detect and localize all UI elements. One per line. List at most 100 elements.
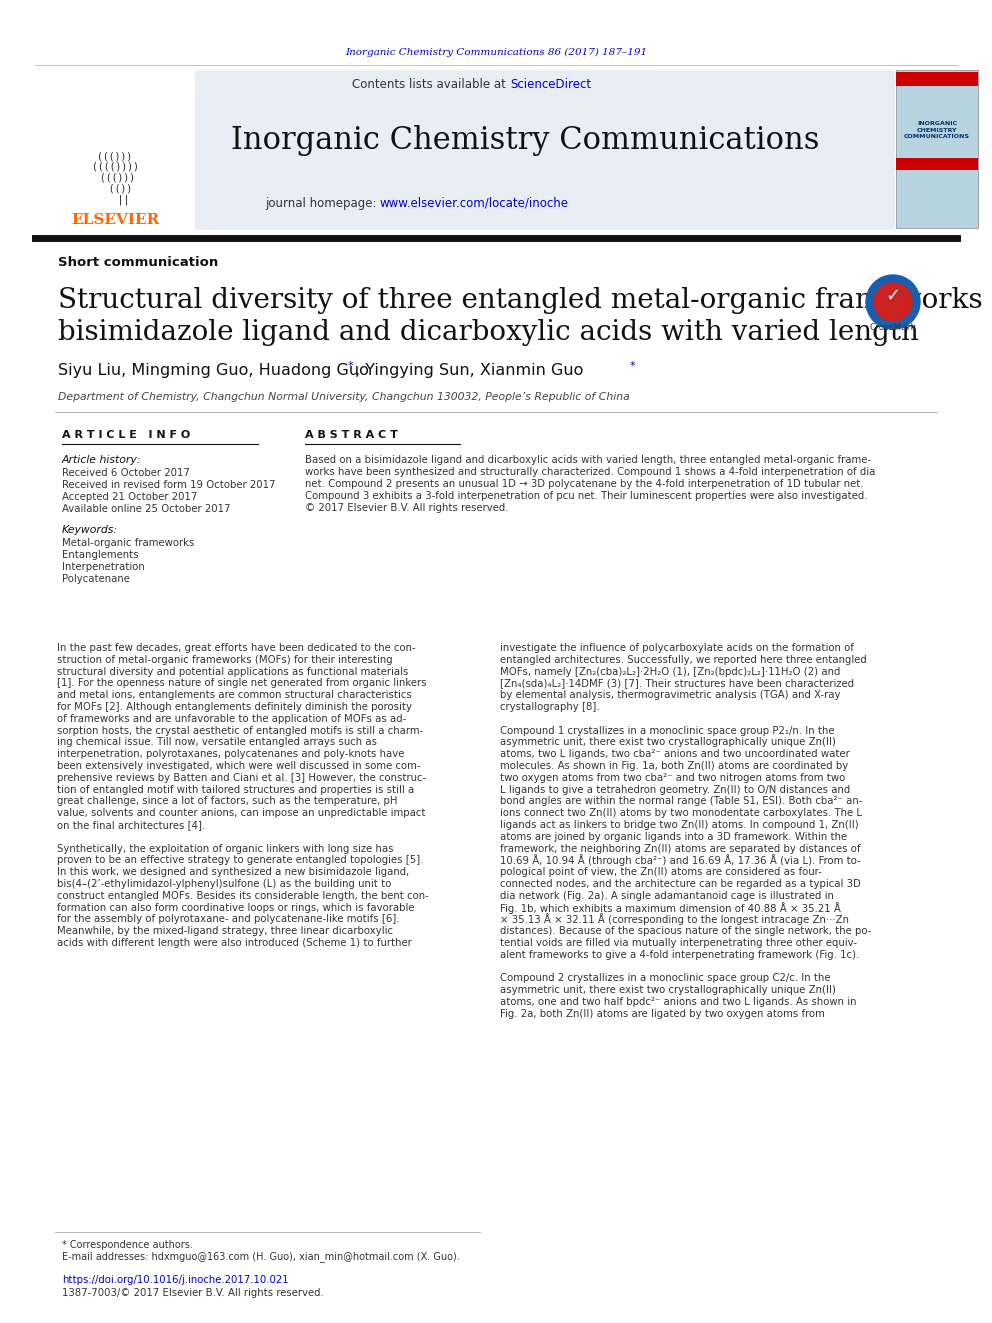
Text: Polycatenane: Polycatenane [62, 574, 130, 583]
Text: [Zn₄(sda)₄L₂]·14DMF (3) [7]. Their structures have been characterized: [Zn₄(sda)₄L₂]·14DMF (3) [7]. Their struc… [500, 679, 854, 688]
Text: Entanglements: Entanglements [62, 550, 139, 560]
Text: Accepted 21 October 2017: Accepted 21 October 2017 [62, 492, 197, 501]
Text: Received in revised form 19 October 2017: Received in revised form 19 October 2017 [62, 480, 276, 490]
Text: × 35.13 Å × 32.11 Å (corresponding to the longest intracage Zn···Zn: × 35.13 Å × 32.11 Å (corresponding to th… [500, 913, 849, 925]
Text: A B S T R A C T: A B S T R A C T [305, 430, 398, 441]
Text: on the final architectures [4].: on the final architectures [4]. [57, 820, 205, 830]
Text: www.elsevier.com/locate/inoche: www.elsevier.com/locate/inoche [380, 197, 569, 209]
Text: Department of Chemistry, Changchun Normal University, Changchun 130032, People’s: Department of Chemistry, Changchun Norma… [58, 392, 630, 402]
Text: atoms are joined by organic ligands into a 3D framework. Within the: atoms are joined by organic ligands into… [500, 832, 847, 841]
Text: 10.69 Å, 10.94 Å (through cba²⁻) and 16.69 Å, 17.36 Å (via L). From to-: 10.69 Å, 10.94 Å (through cba²⁻) and 16.… [500, 855, 861, 867]
Text: acids with different length were also introduced (Scheme 1) to further: acids with different length were also in… [57, 938, 412, 949]
Text: *: * [630, 361, 636, 370]
Text: © 2017 Elsevier B.V. All rights reserved.: © 2017 Elsevier B.V. All rights reserved… [305, 503, 509, 513]
Text: Keywords:: Keywords: [62, 525, 118, 534]
Text: for the assembly of polyrotaxane- and polycatenane-like motifs [6].: for the assembly of polyrotaxane- and po… [57, 914, 400, 925]
Text: Metal-organic frameworks: Metal-organic frameworks [62, 538, 194, 548]
Text: Short communication: Short communication [58, 257, 218, 270]
Text: Compound 1 crystallizes in a monoclinic space group P2₁/n. In the: Compound 1 crystallizes in a monoclinic … [500, 725, 834, 736]
Text: [1]. For the openness nature of single net generated from organic linkers: [1]. For the openness nature of single n… [57, 679, 427, 688]
Text: framework, the neighboring Zn(II) atoms are separated by distances of: framework, the neighboring Zn(II) atoms … [500, 844, 860, 853]
Text: pological point of view, the Zn(II) atoms are considered as four-: pological point of view, the Zn(II) atom… [500, 867, 821, 877]
Text: structural diversity and potential applications as functional materials: structural diversity and potential appli… [57, 667, 409, 676]
Text: Available online 25 October 2017: Available online 25 October 2017 [62, 504, 230, 515]
Text: CrossMark: CrossMark [870, 324, 917, 332]
Text: tential voids are filled via mutually interpenetrating three other equiv-: tential voids are filled via mutually in… [500, 938, 857, 949]
Text: Article history:: Article history: [62, 455, 142, 464]
Text: tion of entangled motif with tailored structures and properties is still a: tion of entangled motif with tailored st… [57, 785, 415, 795]
Text: Interpenetration: Interpenetration [62, 562, 145, 572]
Text: In this work, we designed and synthesized a new bisimidazole ligand,: In this work, we designed and synthesize… [57, 867, 410, 877]
Text: https://doi.org/10.1016/j.inoche.2017.10.021: https://doi.org/10.1016/j.inoche.2017.10… [62, 1275, 289, 1285]
Text: and metal ions, entanglements are common structural characteristics: and metal ions, entanglements are common… [57, 691, 412, 700]
Circle shape [866, 275, 920, 329]
Text: atoms, two L ligands, two cba²⁻ anions and two uncoordinated water: atoms, two L ligands, two cba²⁻ anions a… [500, 749, 850, 759]
Text: Inorganic Chemistry Communications 86 (2017) 187–191: Inorganic Chemistry Communications 86 (2… [345, 48, 647, 57]
Text: L ligands to give a tetrahedron geometry. Zn(II) to O/N distances and: L ligands to give a tetrahedron geometry… [500, 785, 850, 795]
Text: Inorganic Chemistry Communications: Inorganic Chemistry Communications [231, 124, 819, 156]
Bar [35, 70, 895, 230]
Text: ScienceDirect: ScienceDirect [510, 78, 591, 90]
Text: ions connect two Zn(II) atoms by two monodentate carboxylates. The L: ions connect two Zn(II) atoms by two mon… [500, 808, 862, 818]
Text: ELSEVIER: ELSEVIER [70, 213, 159, 228]
Text: construct entangled MOFs. Besides its considerable length, the bent con-: construct entangled MOFs. Besides its co… [57, 890, 429, 901]
Text: of frameworks and are unfavorable to the application of MOFs as ad-: of frameworks and are unfavorable to the… [57, 714, 407, 724]
Text: connected nodes, and the architecture can be regarded as a typical 3D: connected nodes, and the architecture ca… [500, 878, 861, 889]
Text: MOFs, namely [Zn₂(cba)₂L₂]·2H₂O (1), [Zn₂(bpdc)₂L₂]·11H₂O (2) and: MOFs, namely [Zn₂(cba)₂L₂]·2H₂O (1), [Zn… [500, 667, 840, 676]
Text: A R T I C L E   I N F O: A R T I C L E I N F O [62, 430, 190, 441]
Text: In the past few decades, great efforts have been dedicated to the con-: In the past few decades, great efforts h… [57, 643, 416, 654]
Text: molecules. As shown in Fig. 1a, both Zn(II) atoms are coordinated by: molecules. As shown in Fig. 1a, both Zn(… [500, 761, 848, 771]
Text: ing chemical issue. Till now, versatile entangled arrays such as: ing chemical issue. Till now, versatile … [57, 737, 377, 747]
Text: Structural diversity of three entangled metal-organic frameworks from a: Structural diversity of three entangled … [58, 287, 992, 314]
Text: by elemental analysis, thermogravimetric analysis (TGA) and X-ray: by elemental analysis, thermogravimetric… [500, 691, 840, 700]
Text: ligands act as linkers to bridge two Zn(II) atoms. In compound 1, Zn(II): ligands act as linkers to bridge two Zn(… [500, 820, 859, 830]
Circle shape [874, 283, 912, 321]
Bar [896, 71, 978, 86]
Bar [896, 70, 978, 228]
Text: value, solvents and counter anions, can impose an unpredictable impact: value, solvents and counter anions, can … [57, 808, 426, 818]
Text: for MOFs [2]. Although entanglements definitely diminish the porosity: for MOFs [2]. Although entanglements def… [57, 703, 412, 712]
Text: proven to be an effective strategy to generate entangled topologies [5].: proven to be an effective strategy to ge… [57, 856, 424, 865]
Text: journal homepage:: journal homepage: [265, 197, 380, 209]
Text: ✓: ✓ [886, 287, 901, 306]
Text: E-mail addresses: hdxmguo@163.com (H. Guo), xian_min@hotmail.com (X. Guo).: E-mail addresses: hdxmguo@163.com (H. Gu… [62, 1252, 459, 1262]
Text: *: * [348, 361, 353, 370]
Text: works have been synthesized and structurally characterized. Compound 1 shows a 4: works have been synthesized and structur… [305, 467, 875, 478]
Text: formation can also form coordinative loops or rings, which is favorable: formation can also form coordinative loo… [57, 902, 415, 913]
Text: bisimidazole ligand and dicarboxylic acids with varied length: bisimidazole ligand and dicarboxylic aci… [58, 319, 919, 347]
Text: prehensive reviews by Batten and Ciani et al. [3] However, the construc-: prehensive reviews by Batten and Ciani e… [57, 773, 427, 783]
Text: alent frameworks to give a 4-fold interpenetrating framework (Fig. 1c).: alent frameworks to give a 4-fold interp… [500, 950, 859, 959]
Text: ((()))
(((())))
 ((()))
  (())
   ||: ((())) (((()))) ((())) (()) || [91, 151, 139, 205]
Text: Compound 2 crystallizes in a monoclinic space group C2/c. In the: Compound 2 crystallizes in a monoclinic … [500, 974, 830, 983]
Text: dia network (Fig. 2a). A single adamantanoid cage is illustrated in: dia network (Fig. 2a). A single adamanta… [500, 890, 834, 901]
Text: INORGANIC
CHEMISTRY
COMMUNICATIONS: INORGANIC CHEMISTRY COMMUNICATIONS [904, 120, 970, 139]
Text: Siyu Liu, Mingming Guo, Huadong Guo: Siyu Liu, Mingming Guo, Huadong Guo [58, 363, 369, 377]
Text: asymmetric unit, there exist two crystallographically unique Zn(II): asymmetric unit, there exist two crystal… [500, 737, 836, 747]
Text: crystallography [8].: crystallography [8]. [500, 703, 599, 712]
Bar [896, 157, 978, 169]
Text: Fig. 2a, both Zn(II) atoms are ligated by two oxygen atoms from: Fig. 2a, both Zn(II) atoms are ligated b… [500, 1009, 825, 1019]
Text: struction of metal-organic frameworks (MOFs) for their interesting: struction of metal-organic frameworks (M… [57, 655, 393, 664]
Text: Meanwhile, by the mixed-ligand strategy, three linear dicarboxylic: Meanwhile, by the mixed-ligand strategy,… [57, 926, 393, 937]
Text: , Yingying Sun, Xianmin Guo: , Yingying Sun, Xianmin Guo [355, 363, 583, 377]
Text: Received 6 October 2017: Received 6 October 2017 [62, 468, 189, 478]
Text: Synthetically, the exploitation of organic linkers with long size has: Synthetically, the exploitation of organ… [57, 844, 394, 853]
Text: asymmetric unit, there exist two crystallographically unique Zn(II): asymmetric unit, there exist two crystal… [500, 986, 836, 995]
Text: Contents lists available at: Contents lists available at [352, 78, 510, 90]
Text: net. Compound 2 presents an unusual 1D → 3D polycatenane by the 4-fold interpene: net. Compound 2 presents an unusual 1D →… [305, 479, 864, 490]
Text: been extensively investigated, which were well discussed in some com-: been extensively investigated, which wer… [57, 761, 421, 771]
Text: 1387-7003/© 2017 Elsevier B.V. All rights reserved.: 1387-7003/© 2017 Elsevier B.V. All right… [62, 1289, 323, 1298]
Text: Compound 3 exhibits a 3-fold interpenetration of pcu net. Their luminescent prop: Compound 3 exhibits a 3-fold interpenetr… [305, 491, 867, 501]
Text: distances). Because of the spacious nature of the single network, the po-: distances). Because of the spacious natu… [500, 926, 871, 937]
Text: * Correspondence authors.: * Correspondence authors. [62, 1240, 192, 1250]
Text: atoms, one and two half bpdc²⁻ anions and two L ligands. As shown in: atoms, one and two half bpdc²⁻ anions an… [500, 998, 856, 1007]
Text: investigate the influence of polycarboxylate acids on the formation of: investigate the influence of polycarboxy… [500, 643, 854, 654]
Bar [35, 70, 195, 230]
Text: interpenetration, polyrotaxanes, polycatenanes and poly-knots have: interpenetration, polyrotaxanes, polycat… [57, 749, 405, 759]
Text: two oxygen atoms from two cba²⁻ and two nitrogen atoms from two: two oxygen atoms from two cba²⁻ and two … [500, 773, 845, 783]
Text: great challenge, since a lot of factors, such as the temperature, pH: great challenge, since a lot of factors,… [57, 796, 398, 807]
Text: Fig. 1b, which exhibits a maximum dimension of 40.88 Å × 35.21 Å: Fig. 1b, which exhibits a maximum dimens… [500, 902, 841, 914]
Text: entangled architectures. Successfully, we reported here three entangled: entangled architectures. Successfully, w… [500, 655, 867, 664]
Text: bond angles are within the normal range (Table S1, ESI). Both cba²⁻ an-: bond angles are within the normal range … [500, 796, 862, 807]
Text: sorption hosts, the crystal aesthetic of entangled motifs is still a charm-: sorption hosts, the crystal aesthetic of… [57, 725, 424, 736]
